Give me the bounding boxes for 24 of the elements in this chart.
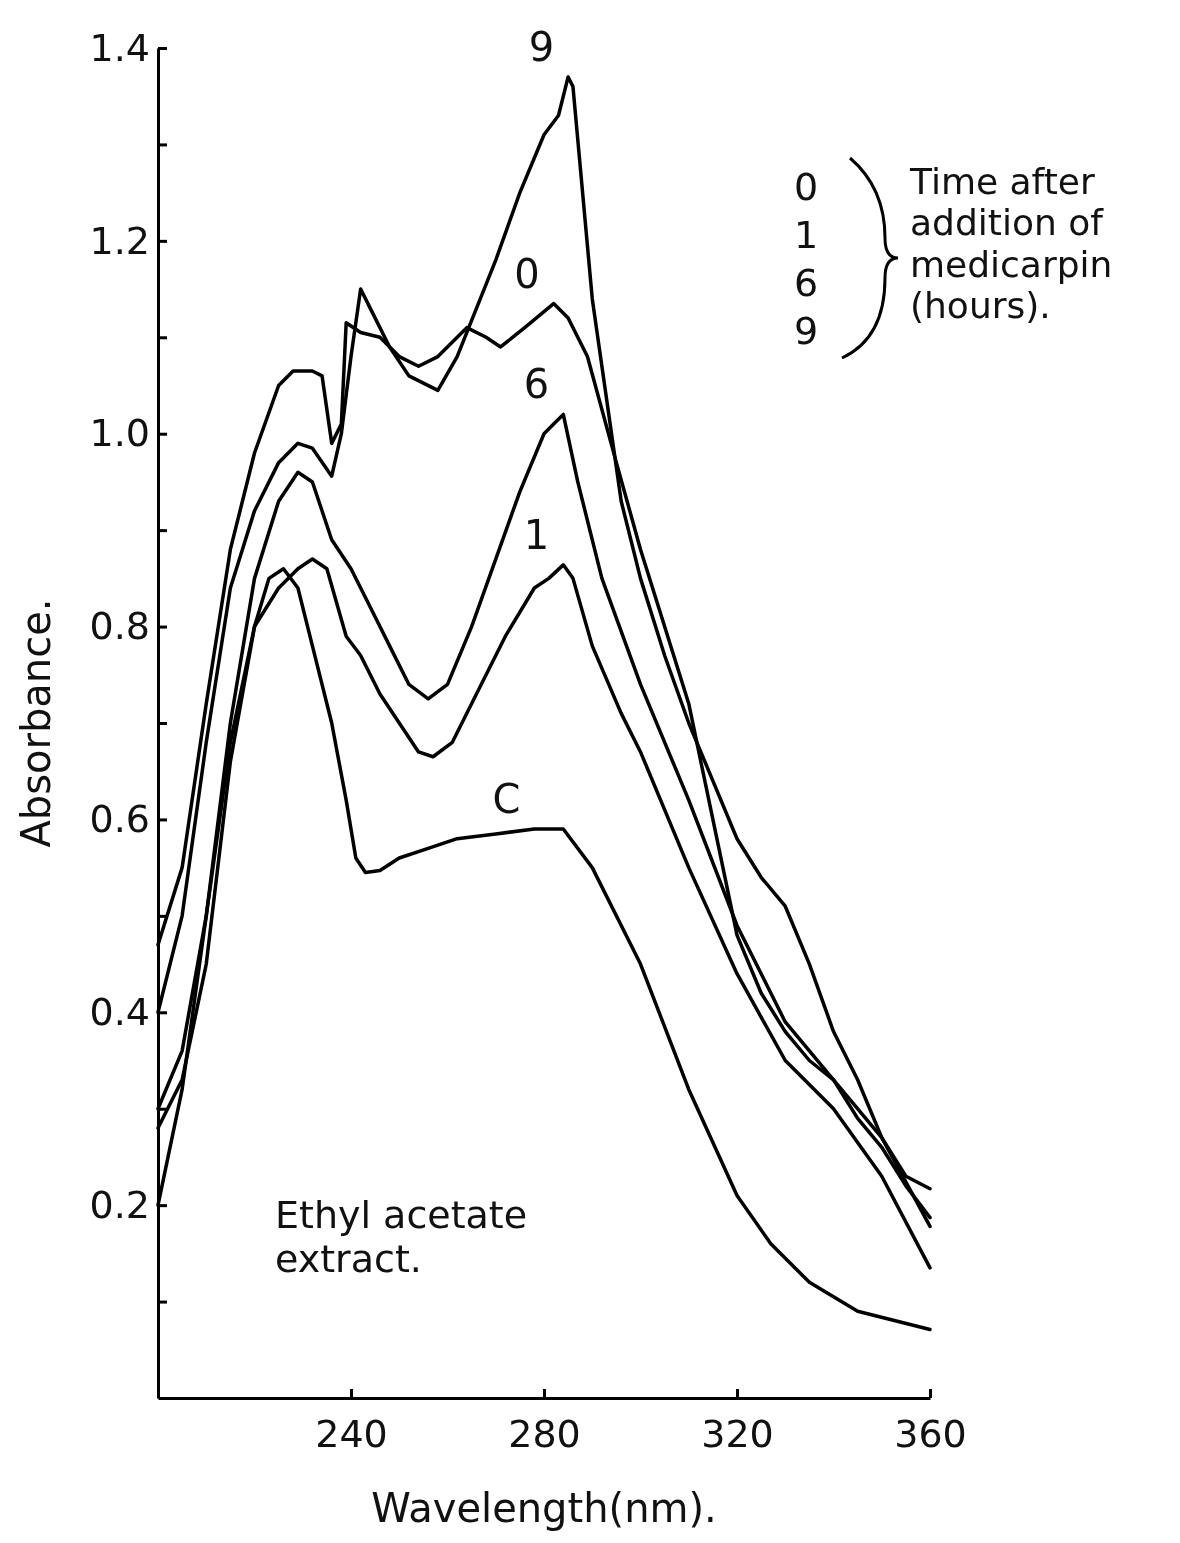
- text: 6: [793, 261, 819, 305]
- x-tick-label: 320: [701, 1411, 774, 1456]
- text: 9: [793, 309, 819, 353]
- annotation: Ethyl acetate extract.: [275, 1193, 528, 1281]
- series-label: 6: [523, 361, 550, 408]
- y-tick-label: 0.4: [89, 989, 150, 1034]
- x-tick-label: 240: [315, 1411, 388, 1456]
- series-label: 1: [523, 511, 550, 558]
- series-label: 9: [528, 23, 555, 70]
- legend-title: Time after addition of medicarpin (hours).: [909, 161, 1113, 327]
- x-axis-title: Wavelength(nm).: [371, 1485, 717, 1531]
- y-tick-label: 0.6: [89, 797, 150, 842]
- y-tick-label: 1.0: [89, 411, 150, 456]
- y-tick-label: 1.4: [89, 25, 150, 70]
- text: 1: [793, 213, 819, 257]
- series-label: C: [492, 776, 521, 823]
- y-tick-label: 1.2: [89, 218, 150, 263]
- x-tick-label: 280: [508, 1411, 581, 1456]
- x-tick-label: 360: [894, 1411, 967, 1456]
- y-tick-label: 0.8: [89, 604, 150, 649]
- text: 0: [793, 165, 819, 209]
- series-label: 0: [514, 250, 540, 297]
- y-axis-title: Absorbance.: [13, 598, 59, 848]
- y-tick-label: 0.2: [89, 1182, 150, 1227]
